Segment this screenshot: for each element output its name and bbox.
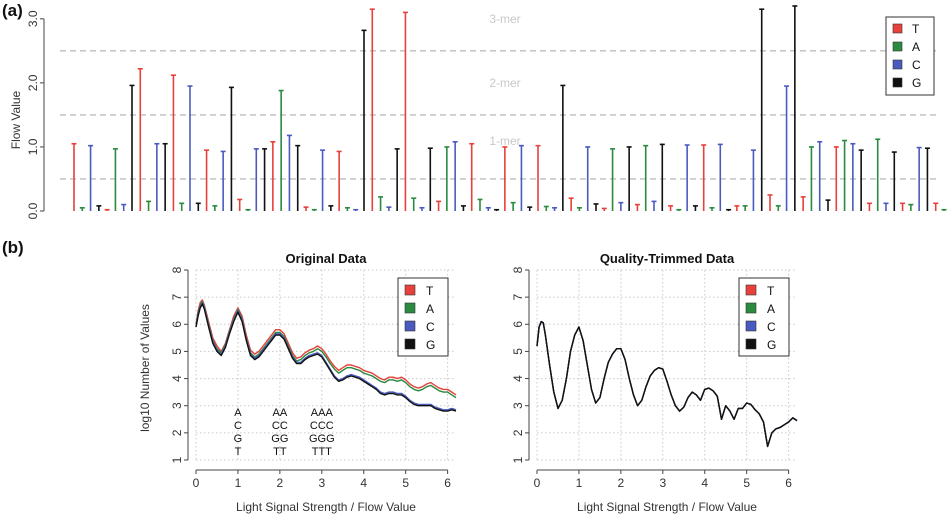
left-plot-x-tick-label: 2: [277, 476, 284, 490]
left-plot-legend-label-T: T: [426, 284, 434, 298]
panel-b-label: (b): [2, 238, 24, 257]
left-plot-x-tick-label: 4: [360, 476, 367, 490]
peak-annotation-text: C: [234, 420, 242, 432]
left-plot-x-tick-label: 6: [444, 476, 451, 490]
left-plot-y-tick-label: 5: [170, 348, 184, 355]
right-plot-x-tick-label: 3: [659, 476, 666, 490]
right-plot-x-tick-label: 4: [701, 476, 708, 490]
right-plot-x-tick-label: 2: [618, 476, 625, 490]
peak-annotation-text: GG: [271, 433, 288, 445]
left-plot-title: Original Data: [286, 251, 368, 266]
left-plot-y-tick-label: 4: [170, 375, 184, 382]
left-plot-legend-swatch-A: [404, 302, 416, 314]
legend-swatch-T: [892, 23, 903, 34]
panel-a-label: (a): [2, 1, 23, 20]
legend-label-A: A: [912, 40, 920, 54]
legend-label-C: C: [912, 58, 921, 72]
left-plot-legend-label-C: C: [426, 320, 435, 334]
right-plot-x-tick-label: 6: [785, 476, 792, 490]
right-plot-y-tick-label: 4: [511, 375, 525, 382]
right-plot-legend-label-T: T: [767, 284, 775, 298]
right-plot-title: Quality-Trimmed Data: [600, 251, 735, 266]
left-plot-y-tick-label: 1: [170, 456, 184, 463]
peak-annotation-text: TTT: [312, 446, 332, 458]
left-plot-legend-label-A: A: [426, 302, 434, 316]
right-plot-y-tick-label: 7: [511, 293, 525, 300]
left-plot-x-tick-label: 0: [193, 476, 200, 490]
left-plot-x-tick-label: 5: [402, 476, 409, 490]
panel-a-chart: Flow Value 0.01.02.03.0 1-mer2-mer3-mer …: [9, 5, 947, 219]
panel-a-ylabel: Flow Value: [9, 90, 23, 149]
legend-label-G: G: [912, 76, 921, 90]
left-plot-series-G: [195, 303, 457, 412]
right-plot-y-tick-label: 3: [511, 402, 525, 409]
right-plot-xlabel: Light Signal Strength / Flow Value: [577, 500, 757, 514]
right-plot-legend-swatch-A: [745, 302, 757, 314]
peak-annotation-text: AA: [273, 407, 288, 419]
left-plot-y-tick-label: 6: [170, 321, 184, 328]
panel-a-mer-label: 3-mer: [489, 12, 520, 26]
right-plot-y-tick-label: 8: [511, 266, 525, 273]
panel-a-y-tick-label: 3.0: [26, 10, 40, 27]
left-plot-series-T: [195, 299, 457, 396]
left-plot-y-tick-label: 2: [170, 429, 184, 436]
right-plot-series-G: [536, 320, 798, 448]
peak-annotation-text: G: [234, 433, 243, 445]
right-plot-legend-swatch-C: [745, 320, 757, 332]
panel-a-mer-label: 1-mer: [489, 134, 520, 148]
right-plot-y-tick-label: 1: [511, 456, 525, 463]
right-plot-x-tick-label: 5: [743, 476, 750, 490]
legend-label-T: T: [912, 22, 920, 36]
right-plot-legend-label-A: A: [767, 302, 775, 316]
right-plot-x-tick-label: 1: [576, 476, 583, 490]
right-plot-y-tick-label: 5: [511, 348, 525, 355]
left-plot-y-tick-label: 8: [170, 266, 184, 273]
left-plot-legend-label-G: G: [426, 338, 435, 352]
left-plot-legend-swatch-C: [404, 320, 416, 332]
left-plot-legend-swatch-G: [404, 338, 416, 350]
right-plot-legend-swatch-T: [745, 284, 757, 296]
left-plot-y-tick-label: 7: [170, 293, 184, 300]
right-plot-legend-label-C: C: [767, 320, 776, 334]
left-plot-x-tick-label: 1: [235, 476, 242, 490]
peak-annotation-text: TT: [273, 446, 287, 458]
legend-swatch-G: [892, 77, 903, 88]
right-plot-x-tick-label: 0: [534, 476, 541, 490]
peak-annotation-text: CCC: [310, 420, 334, 432]
peak-annotation-text: T: [235, 446, 242, 458]
right-plot-legend-swatch-G: [745, 338, 757, 350]
panel-a-y-tick-label: 1.0: [26, 138, 40, 155]
right-plot-y-tick-label: 2: [511, 429, 525, 436]
panel-b-charts: log10 Number of Values Original Data Qua…: [138, 251, 798, 514]
panel-b-ylabel: log10 Number of Values: [138, 304, 152, 432]
left-plot-legend-swatch-T: [404, 284, 416, 296]
peak-annotation-text: CC: [272, 420, 288, 432]
panel-a-mer-label: 2-mer: [489, 76, 520, 90]
left-plot-y-tick-label: 3: [170, 402, 184, 409]
legend-swatch-C: [892, 59, 903, 70]
peak-annotation-text: AAA: [311, 407, 334, 419]
right-plot-y-tick-label: 6: [511, 321, 525, 328]
right-plot-legend-label-G: G: [767, 338, 776, 352]
panel-a-y-tick-label: 2.0: [26, 74, 40, 91]
panel-a-y-tick-label: 0.0: [26, 202, 40, 219]
legend-swatch-A: [892, 41, 903, 52]
peak-annotation-text: GGG: [309, 433, 335, 445]
left-plot-x-tick-label: 3: [318, 476, 325, 490]
left-plot-xlabel: Light Signal Strength / Flow Value: [236, 500, 416, 514]
peak-annotation-text: A: [234, 407, 242, 419]
